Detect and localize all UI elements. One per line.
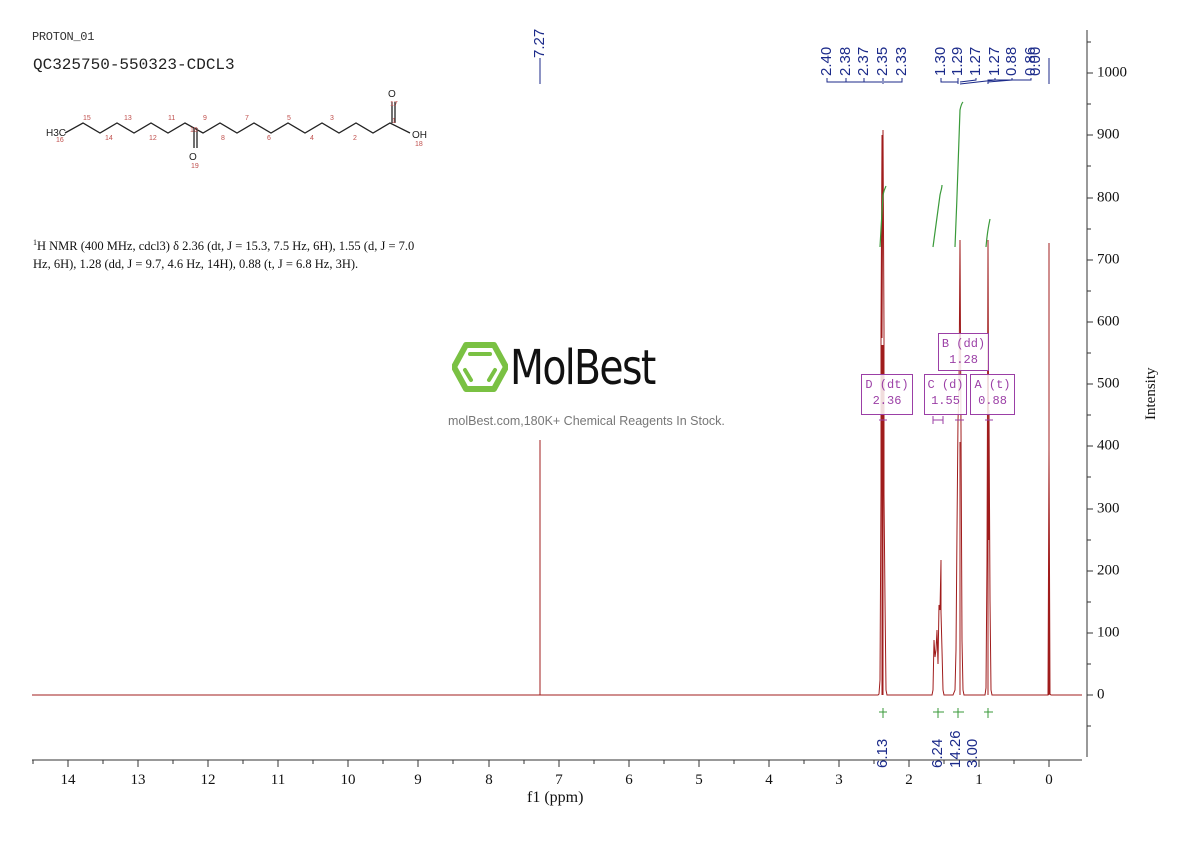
svg-text:1: 1 xyxy=(392,118,396,125)
x-tick-label: 0 xyxy=(1045,772,1053,788)
methyl-label: H3C xyxy=(46,128,66,139)
y-tick-label: 700 xyxy=(1097,251,1120,268)
y-tick-label: 300 xyxy=(1097,500,1120,517)
x-tick-label: 13 xyxy=(130,772,146,788)
svg-text:18: 18 xyxy=(415,141,423,148)
y-tick-label: 1000 xyxy=(1097,64,1127,81)
multiplet-box-b[interactable]: B (dd) 1.28 xyxy=(938,333,989,371)
integral-brackets xyxy=(879,708,993,718)
multiplet-box-d[interactable]: D (dt) 2.36 xyxy=(861,374,913,415)
svg-text:15: 15 xyxy=(83,115,91,122)
y-tick-label: 900 xyxy=(1097,126,1120,143)
x-tick-label: 1 xyxy=(975,772,983,788)
peak-label: 1.27 xyxy=(967,46,984,76)
x-tick-label: 8 xyxy=(485,772,493,788)
svg-text:5: 5 xyxy=(287,115,291,122)
peak-label: 1.27 xyxy=(986,46,1003,76)
x-tick-label: 11 xyxy=(270,772,286,788)
x-tick-label: 4 xyxy=(765,772,773,788)
ketone-oxygen: O xyxy=(189,152,197,163)
peak-label: 0.88 xyxy=(1003,46,1020,76)
integral-value-a: 3.00 xyxy=(964,738,981,768)
hydroxyl-label: OH xyxy=(412,130,427,141)
x-tick-label: 9 xyxy=(414,772,422,788)
peak-label: 2.33 xyxy=(893,46,910,76)
peak-label: 2.38 xyxy=(837,46,854,76)
y-tick-label: 0 xyxy=(1097,686,1105,703)
svg-text:13: 13 xyxy=(124,115,132,122)
integral-value-c: 6.24 xyxy=(929,738,946,768)
peak-label: 2.40 xyxy=(818,46,835,76)
x-tick-label: 7 xyxy=(555,772,563,788)
multiplet-box-a[interactable]: A (t) 0.88 xyxy=(970,374,1015,415)
integral-value-b: 14.26 xyxy=(947,730,964,768)
svg-text:17: 17 xyxy=(390,101,398,108)
chemical-structure: H3C O O OH 16 15 14 13 12 11 10 9 8 7 6 … xyxy=(46,89,427,170)
svg-text:10: 10 xyxy=(190,127,198,134)
y-tick-label: 400 xyxy=(1097,437,1120,454)
x-tick-label: 3 xyxy=(835,772,843,788)
y-tick-label: 200 xyxy=(1097,562,1120,579)
svg-text:11: 11 xyxy=(168,115,175,122)
svg-text:14: 14 xyxy=(105,135,113,142)
y-tick-label: 600 xyxy=(1097,313,1120,330)
integral-value-d: 6.13 xyxy=(874,738,891,768)
integral-curves xyxy=(879,101,991,248)
nmr-description: 1H NMR (400 MHz, cdcl3) δ 2.36 (dt, J = … xyxy=(33,238,415,272)
peak-label-connectors xyxy=(539,58,1050,85)
peak-label-solvent: 7.27 xyxy=(531,28,548,58)
peak-label: 2.37 xyxy=(855,46,872,76)
experiment-id: PROTON_01 xyxy=(32,30,95,44)
multiplet-box-c[interactable]: C (d) 1.55 xyxy=(924,374,967,415)
svg-text:6: 6 xyxy=(267,135,271,142)
molbest-logo-icon xyxy=(452,342,508,392)
svg-text:19: 19 xyxy=(191,163,199,170)
sample-name: QC325750-550323-CDCL3 xyxy=(33,56,235,74)
watermark-brand: MolBest xyxy=(510,340,656,396)
peak-label-tms: 0.00 xyxy=(1027,46,1044,76)
svg-text:12: 12 xyxy=(149,135,157,142)
x-tick-label: 2 xyxy=(905,772,913,788)
y-tick-label: 800 xyxy=(1097,189,1120,206)
y-tick-label: 500 xyxy=(1097,375,1120,392)
svg-text:2: 2 xyxy=(353,135,357,142)
svg-text:4: 4 xyxy=(310,135,314,142)
multiplet-range-markers xyxy=(879,416,993,424)
y-tick-label: 100 xyxy=(1097,624,1120,641)
svg-text:9: 9 xyxy=(203,115,207,122)
x-tick-label: 6 xyxy=(625,772,633,788)
svg-text:7: 7 xyxy=(245,115,249,122)
svg-text:8: 8 xyxy=(221,135,225,142)
peak-label: 2.35 xyxy=(874,46,891,76)
x-tick-label: 12 xyxy=(200,772,216,788)
peak-label: 1.30 xyxy=(932,46,949,76)
svg-text:16: 16 xyxy=(56,137,64,144)
x-tick-label: 10 xyxy=(340,772,356,788)
x-tick-label: 5 xyxy=(695,772,703,788)
x-axis-label: f1 (ppm) xyxy=(527,789,584,806)
svg-text:3: 3 xyxy=(330,115,334,122)
peak-label: 1.29 xyxy=(949,46,966,76)
acid-oxygen: O xyxy=(388,89,396,100)
watermark-tagline: molBest.com,180K+ Chemical Reagents In S… xyxy=(448,414,725,428)
spectrum-trace xyxy=(32,129,1082,696)
x-tick-label: 14 xyxy=(60,772,76,788)
y-axis-label: Intensity xyxy=(1143,367,1159,421)
